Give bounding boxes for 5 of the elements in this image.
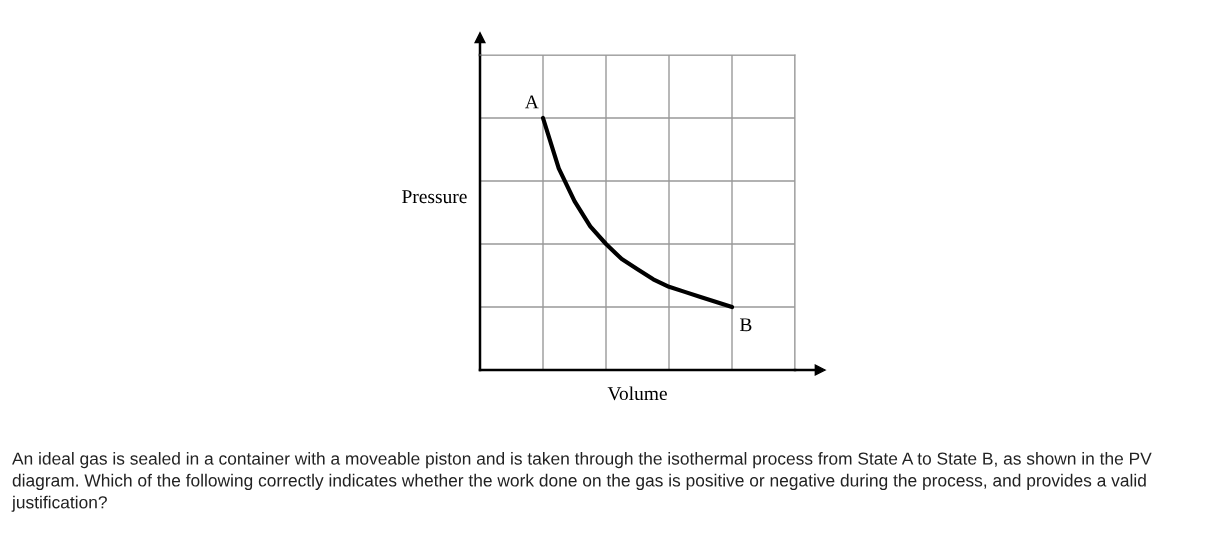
text: B <box>739 318 752 332</box>
text: An ideal gas is sealed in a container with a moveable piston and is taken through the isothermal process from State A to State B, as shown in the PV diagram. Which of the following correctly indicates whether the work done on the gas is positive or negative during the process, and provides a valid justification? <box>11 452 1152 512</box>
x-axis-title: Volume <box>607 386 667 401</box>
y-axis-title: Pressure <box>402 190 467 204</box>
text: A <box>524 95 539 109</box>
